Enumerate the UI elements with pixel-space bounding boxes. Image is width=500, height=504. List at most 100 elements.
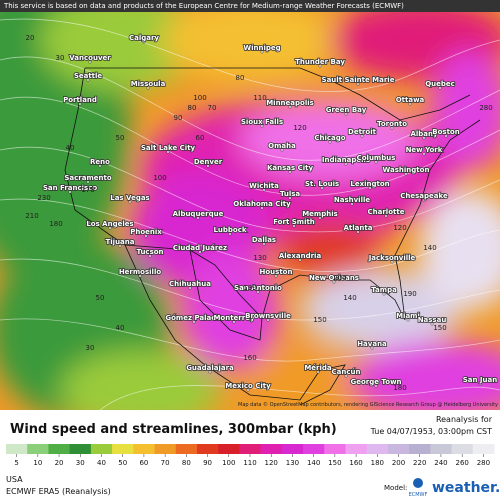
city-label: Toronto (377, 120, 407, 128)
city-dot (274, 274, 278, 278)
city-dot (232, 320, 236, 324)
color-swatch (430, 444, 453, 454)
city-dot (288, 105, 292, 109)
city-label: George Town (350, 378, 401, 386)
wind-label: 230 (37, 194, 50, 202)
city-dot (298, 258, 302, 262)
city-label: Tucson (136, 248, 163, 256)
wind-label: 200 (333, 274, 346, 282)
tick-label: 160 (349, 459, 362, 467)
city-label: Albuquerque (173, 210, 224, 218)
city-label: Seattle (74, 72, 103, 80)
color-swatch (133, 444, 156, 454)
city-label: San Juan (463, 376, 497, 384)
city-dot (256, 290, 260, 294)
city-label: Washington (383, 166, 430, 174)
city-label: Fort Smith (273, 218, 315, 226)
city-dot (208, 370, 212, 374)
city-dot (344, 112, 348, 116)
wind-label: 90 (174, 114, 183, 122)
city-dot (288, 170, 292, 174)
city-label: Houston (260, 268, 293, 276)
city-dot (86, 78, 90, 82)
city-label: Chihuahua (169, 280, 211, 288)
city-dot (404, 172, 408, 176)
wind-label: 210 (25, 212, 38, 220)
city-dot (350, 202, 354, 206)
city-label: Charlotte (368, 208, 405, 216)
city-label: Thunder Bay (295, 58, 345, 66)
city-dot (422, 136, 426, 140)
city-dot (370, 346, 374, 350)
color-swatch (366, 444, 389, 454)
city-label: Chesapeake (400, 192, 448, 200)
tick-label: 20 (55, 459, 64, 467)
city-dot (262, 242, 266, 246)
city-dot (356, 82, 360, 86)
city-label: Nashville (334, 196, 370, 204)
city-label: Chicago (314, 134, 345, 142)
tick-label: 70 (161, 459, 170, 467)
city-dot (374, 160, 378, 164)
color-swatch (175, 444, 198, 454)
tick-label: 150 (328, 459, 341, 467)
tick-label: 220 (413, 459, 426, 467)
wind-label: 180 (49, 220, 62, 228)
wind-label: 40 (116, 324, 125, 332)
city-label: Monterrey (213, 314, 255, 322)
city-dot (260, 124, 264, 128)
city-label: Detroit (348, 128, 377, 136)
city-dot (246, 388, 250, 392)
city-dot (360, 134, 364, 138)
city-label: Guadalajara (186, 364, 234, 372)
city-label: Jacksonville (368, 254, 416, 262)
color-swatch (451, 444, 474, 454)
city-dot (390, 260, 394, 264)
city-label: Sault Sainte Marie (322, 76, 395, 84)
wind-label: 160 (243, 354, 256, 362)
wind-label: 80 (188, 104, 197, 112)
city-dot (86, 180, 90, 184)
city-dot (108, 226, 112, 230)
city-dot (68, 190, 72, 194)
city-dot (422, 152, 426, 156)
color-swatch (112, 444, 134, 454)
footer-title: Wind speed and streamlines, 300mbar (kph… (10, 422, 337, 437)
city-label: Reno (90, 158, 110, 166)
wind-label: 280 (479, 104, 492, 112)
city-dot (148, 254, 152, 258)
city-dot (88, 60, 92, 64)
city-dot (262, 188, 266, 192)
color-swatch (6, 444, 28, 454)
city-label: San Francisco (43, 184, 98, 192)
city-dot (478, 382, 482, 386)
city-label: New Orleans (309, 274, 359, 282)
city-label: Columbus (357, 154, 396, 162)
tick-label: 120 (265, 459, 278, 467)
tick-label: 180 (371, 459, 384, 467)
tick-label: 60 (139, 459, 148, 467)
color-swatch (281, 444, 304, 454)
city-label: Las Vegas (110, 194, 149, 202)
wind-label: 30 (56, 54, 65, 62)
wind-label: 100 (193, 94, 206, 102)
color-swatch (218, 444, 240, 454)
wind-label: 170 (81, 186, 94, 194)
wind-label: 140 (343, 294, 356, 302)
reanalysis-label: Reanalysis for (436, 415, 493, 424)
wind-label: 150 (313, 316, 326, 324)
city-dot (438, 86, 442, 90)
wind-label: 50 (96, 294, 105, 302)
wind-label: 60 (196, 134, 205, 142)
city-label: Mexico City (225, 382, 271, 390)
city-dot (280, 148, 284, 152)
city-label: Memphis (302, 210, 338, 218)
city-dot (288, 196, 292, 200)
wind-label: 120 (293, 124, 306, 132)
color-swatch (69, 444, 92, 454)
tick-label: 5 (14, 459, 18, 467)
city-dot (206, 164, 210, 168)
city-dot (384, 214, 388, 218)
city-dot (166, 150, 170, 154)
